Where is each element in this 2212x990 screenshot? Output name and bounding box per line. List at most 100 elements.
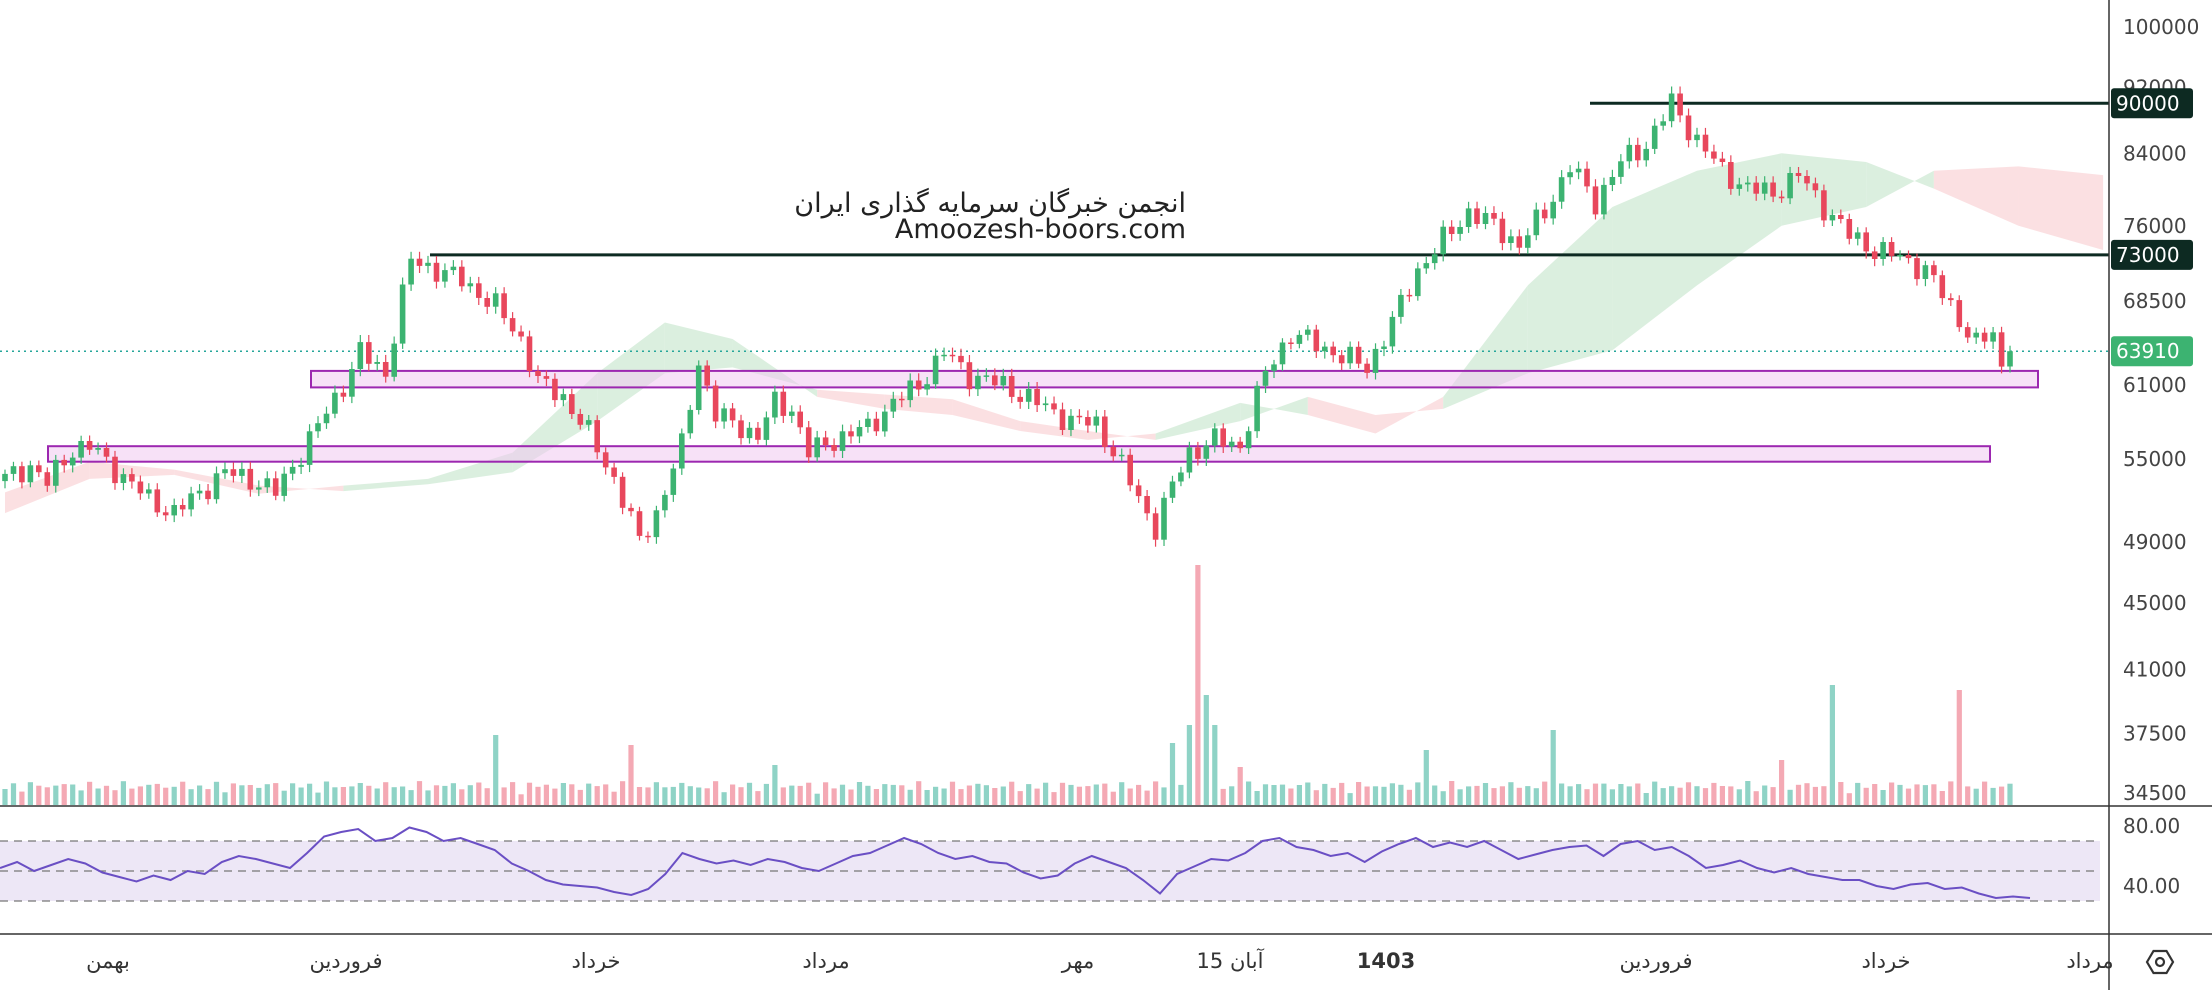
volume-bar bbox=[129, 788, 135, 805]
volume-bar bbox=[1660, 788, 1666, 805]
candle bbox=[628, 503, 634, 517]
candle bbox=[1051, 396, 1057, 415]
volume-bar bbox=[1254, 791, 1260, 805]
candle bbox=[205, 484, 211, 505]
candle bbox=[399, 277, 406, 349]
candle bbox=[1372, 343, 1379, 380]
candle bbox=[645, 531, 651, 543]
volume-bar bbox=[1745, 781, 1751, 805]
candle bbox=[112, 450, 118, 490]
volume-bar bbox=[501, 787, 507, 805]
candle bbox=[196, 484, 203, 500]
settings-hexagon-icon[interactable] bbox=[2145, 949, 2175, 975]
volume-bar bbox=[1339, 782, 1345, 805]
candle bbox=[1601, 177, 1607, 220]
candle bbox=[374, 354, 380, 371]
candle bbox=[1262, 366, 1269, 393]
candle bbox=[146, 483, 152, 499]
volume-bar bbox=[518, 794, 524, 805]
volume-bar bbox=[1068, 784, 1074, 805]
volume-bar bbox=[789, 785, 795, 805]
candle bbox=[772, 385, 778, 424]
candle bbox=[1118, 448, 1125, 462]
volume-bar bbox=[1051, 792, 1057, 805]
rsi-pane[interactable]: 80.00 40.00 bbox=[0, 814, 2180, 902]
volume-bar bbox=[1567, 786, 1573, 805]
candle bbox=[1330, 341, 1336, 363]
horizontal-levels[interactable] bbox=[430, 101, 2109, 257]
volume-bar bbox=[670, 786, 676, 805]
volume-bar bbox=[1423, 750, 1429, 805]
volume-bar bbox=[1110, 791, 1116, 805]
candle bbox=[44, 467, 51, 492]
volume-bar bbox=[493, 735, 499, 805]
volume-bar bbox=[1846, 793, 1852, 805]
price-tick-label: 45000 bbox=[2123, 591, 2187, 615]
volume-bar bbox=[103, 785, 110, 805]
time-tick-label: فروردین bbox=[1619, 949, 1692, 973]
volume-bar bbox=[662, 787, 668, 805]
price-axis[interactable]: 1000009200084000760006850061000550004900… bbox=[2123, 15, 2199, 805]
candle bbox=[1431, 248, 1438, 270]
volume-bar bbox=[349, 786, 355, 805]
candle bbox=[636, 506, 643, 541]
candle bbox=[924, 377, 930, 396]
candle bbox=[907, 373, 913, 408]
candle bbox=[1440, 220, 1446, 262]
volume-bar bbox=[806, 782, 812, 805]
candle bbox=[425, 255, 431, 274]
candle bbox=[1795, 167, 1802, 183]
candle bbox=[1245, 426, 1252, 454]
candle bbox=[1956, 295, 1963, 332]
candle bbox=[1541, 202, 1548, 224]
volume-bar bbox=[1229, 786, 1235, 805]
candle bbox=[501, 287, 507, 325]
volume-bar bbox=[958, 789, 964, 805]
cloud-segment bbox=[258, 485, 344, 494]
volume-bar bbox=[1804, 783, 1810, 805]
volume-bar bbox=[476, 782, 482, 805]
candle bbox=[814, 430, 820, 462]
candle bbox=[543, 370, 550, 387]
volume-bar bbox=[1753, 791, 1759, 805]
candle bbox=[958, 348, 964, 370]
candle bbox=[865, 411, 871, 433]
volume-bar bbox=[433, 785, 440, 805]
candle bbox=[256, 480, 262, 497]
candle bbox=[340, 385, 347, 403]
volume-bar bbox=[1457, 789, 1463, 805]
candle bbox=[120, 468, 127, 491]
volume-bar bbox=[730, 784, 736, 805]
support-zone[interactable] bbox=[47, 445, 1991, 463]
support-zones[interactable] bbox=[47, 369, 2039, 463]
candle bbox=[797, 405, 803, 434]
volume-bar bbox=[1288, 788, 1294, 805]
time-tick-label: خرداد bbox=[571, 949, 620, 973]
volume-bar bbox=[941, 788, 947, 805]
candle bbox=[1068, 409, 1074, 437]
candle bbox=[36, 460, 42, 478]
volume-bar bbox=[1719, 786, 1725, 805]
candle bbox=[1144, 490, 1150, 521]
volume-bar bbox=[1246, 781, 1252, 805]
candle bbox=[1761, 176, 1768, 201]
svg-text:63910: 63910 bbox=[2116, 339, 2180, 363]
volume-bar bbox=[1626, 786, 1632, 805]
cloud-segment bbox=[1612, 170, 1697, 351]
candle bbox=[1415, 262, 1421, 301]
volume-bar bbox=[1389, 783, 1395, 805]
candle bbox=[281, 466, 287, 502]
candle bbox=[239, 462, 245, 483]
support-zone[interactable] bbox=[310, 369, 2039, 389]
volume-bar bbox=[2007, 783, 2013, 805]
time-axis[interactable]: بهمن فروردین خرداد مرداد مهر 15 آبان 1403 فرورد… bbox=[86, 948, 2114, 973]
time-tick-label: بهمن bbox=[86, 949, 130, 973]
volume-bar bbox=[510, 782, 516, 805]
candle bbox=[1102, 410, 1108, 453]
price-tick-label: 55000 bbox=[2123, 447, 2187, 471]
volume-bar bbox=[1702, 788, 1709, 805]
candle bbox=[484, 291, 490, 314]
volume-bar bbox=[1855, 782, 1861, 805]
volume-bar bbox=[61, 784, 67, 805]
